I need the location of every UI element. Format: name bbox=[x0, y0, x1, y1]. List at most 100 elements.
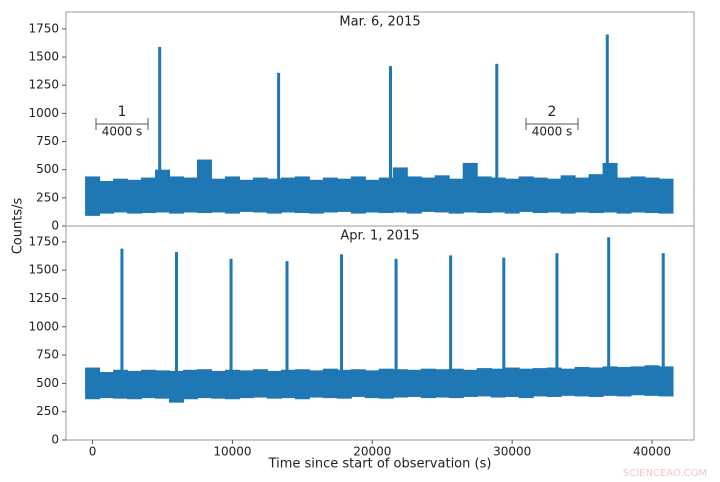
data-band bbox=[476, 368, 492, 397]
data-band bbox=[420, 368, 436, 399]
data-band bbox=[127, 370, 143, 400]
data-band bbox=[210, 370, 226, 399]
y-tick-label: 1500 bbox=[28, 50, 59, 64]
data-band bbox=[168, 370, 184, 403]
data-band bbox=[280, 177, 296, 213]
data-band bbox=[560, 175, 576, 214]
data-band bbox=[294, 369, 310, 400]
data-band bbox=[308, 370, 324, 398]
data-band bbox=[252, 177, 268, 213]
data-band bbox=[518, 176, 534, 212]
annotation: 4000 s bbox=[532, 125, 573, 139]
data-band bbox=[644, 177, 660, 214]
data-band bbox=[350, 176, 366, 214]
y-axis-label: Counts/s bbox=[11, 198, 26, 255]
y-tick-label: 1250 bbox=[28, 291, 59, 305]
flare-spike bbox=[174, 252, 178, 378]
data-band bbox=[141, 369, 157, 399]
data-band bbox=[364, 370, 380, 399]
y-tick-label: 250 bbox=[36, 404, 59, 418]
data-band bbox=[434, 175, 450, 213]
flare-spike bbox=[394, 258, 398, 378]
data-band bbox=[406, 176, 422, 214]
data-band bbox=[210, 178, 226, 213]
y-tick-label: 0 bbox=[51, 433, 59, 447]
flare-spike bbox=[661, 253, 665, 378]
data-band bbox=[85, 367, 101, 400]
data-band bbox=[294, 176, 310, 214]
y-tick-label: 0 bbox=[51, 219, 59, 233]
data-band bbox=[224, 176, 240, 214]
y-tick-label: 1750 bbox=[28, 21, 59, 35]
data-band bbox=[490, 177, 506, 213]
panel-title: Mar. 6, 2015 bbox=[339, 15, 420, 30]
y-tick-label: 750 bbox=[36, 348, 59, 362]
x-tick-label: 0 bbox=[89, 445, 97, 459]
data-band bbox=[588, 174, 604, 214]
data-band bbox=[280, 369, 296, 399]
data-band bbox=[406, 369, 422, 397]
flare-spike bbox=[388, 66, 392, 193]
data-band bbox=[141, 177, 157, 214]
data-band bbox=[630, 366, 646, 396]
data-band bbox=[434, 369, 450, 398]
y-tick-label: 1250 bbox=[28, 78, 59, 92]
data-band bbox=[113, 369, 129, 399]
data-band bbox=[322, 177, 338, 213]
data-band bbox=[476, 176, 492, 214]
data-band bbox=[99, 372, 115, 399]
data-band bbox=[266, 370, 282, 399]
data-band bbox=[238, 370, 254, 399]
annotation: 2 bbox=[548, 104, 557, 120]
bracket bbox=[95, 118, 579, 130]
y-tick-label: 500 bbox=[36, 376, 59, 390]
data-band bbox=[238, 179, 254, 212]
data-band bbox=[113, 178, 129, 213]
flare-spike bbox=[285, 261, 289, 378]
data-band bbox=[127, 179, 143, 214]
data-band bbox=[392, 167, 408, 213]
data-band bbox=[168, 176, 184, 214]
flare-spike bbox=[495, 63, 499, 193]
data-band bbox=[588, 367, 604, 397]
data-band bbox=[602, 366, 618, 396]
data-band bbox=[155, 169, 171, 213]
annotation: 4000 s bbox=[102, 125, 143, 139]
data-band bbox=[462, 162, 478, 213]
data-band bbox=[196, 369, 212, 399]
flare-spike bbox=[277, 72, 281, 193]
data-band bbox=[658, 178, 674, 214]
data-band bbox=[308, 179, 324, 214]
data-band bbox=[99, 180, 115, 214]
y-tick-label: 500 bbox=[36, 162, 59, 176]
data-band bbox=[644, 365, 660, 396]
data-band bbox=[322, 368, 338, 399]
data-band bbox=[574, 366, 590, 397]
data-band bbox=[448, 368, 464, 399]
data-band bbox=[364, 179, 380, 213]
x-tick-label: 20000 bbox=[353, 445, 391, 459]
flare-spike bbox=[340, 254, 344, 378]
x-tick-label: 40000 bbox=[633, 445, 671, 459]
x-axis-label: Time since start of observation (s) bbox=[268, 457, 492, 472]
y-tick-label: 1000 bbox=[28, 319, 59, 333]
data-band bbox=[504, 367, 520, 397]
flare-spike bbox=[449, 255, 453, 378]
data-band bbox=[518, 368, 534, 399]
flare-spike bbox=[158, 46, 162, 193]
data-band bbox=[574, 177, 590, 213]
x-tick-label: 30000 bbox=[493, 445, 531, 459]
watermark: SCIENCEAO.COM bbox=[623, 468, 707, 479]
data-band bbox=[85, 176, 101, 216]
data-band bbox=[616, 177, 632, 214]
data-band bbox=[630, 176, 646, 213]
data-band bbox=[224, 369, 240, 400]
data-band bbox=[252, 369, 268, 398]
data-band bbox=[560, 368, 576, 396]
data-band bbox=[182, 177, 198, 213]
data-band bbox=[546, 178, 562, 213]
data-band bbox=[350, 369, 366, 397]
data-band bbox=[504, 178, 520, 214]
plot-frame bbox=[65, 225, 695, 441]
